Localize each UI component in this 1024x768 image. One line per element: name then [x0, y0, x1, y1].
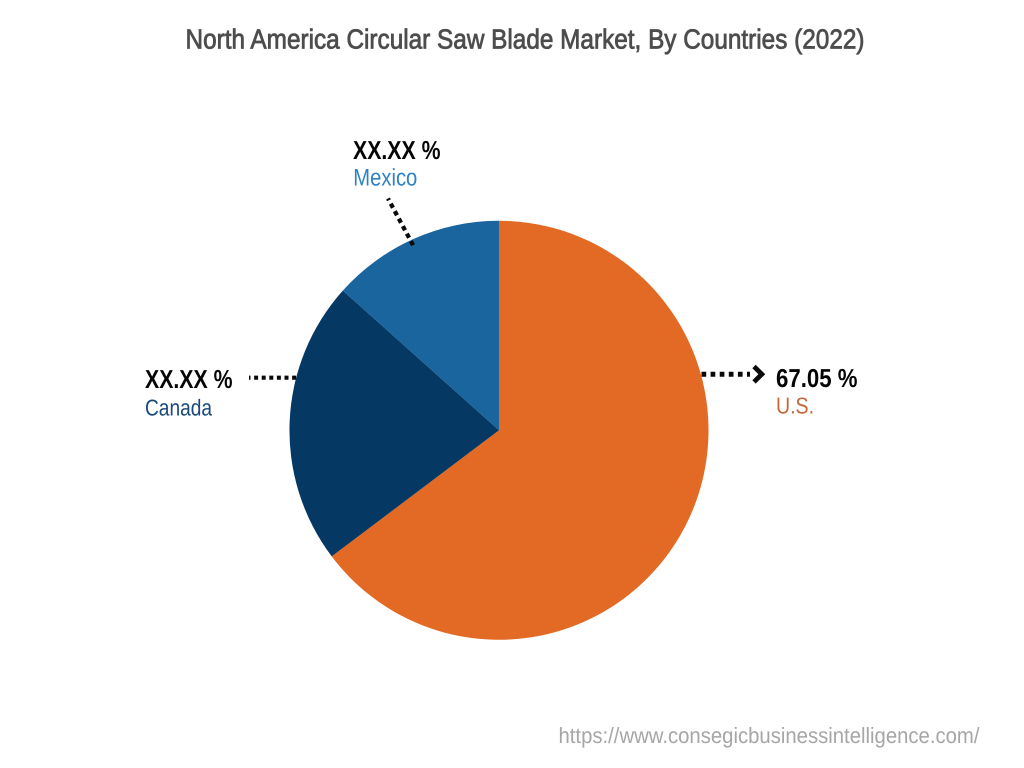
svg-text:North America Circular Saw Bla: North America Circular Saw Blade Market,… [186, 24, 865, 55]
svg-text:U.S.: U.S. [776, 393, 814, 419]
svg-text:67.05 %: 67.05 % [776, 363, 858, 393]
svg-text:XX.XX %: XX.XX % [353, 135, 441, 165]
svg-text:https://www.consegicbusinessin: https://www.consegicbusinessintelligence… [559, 723, 981, 748]
svg-text:Mexico: Mexico [353, 164, 417, 191]
svg-text:XX.XX %: XX.XX % [145, 364, 233, 394]
svg-text:Canada: Canada [145, 395, 212, 421]
